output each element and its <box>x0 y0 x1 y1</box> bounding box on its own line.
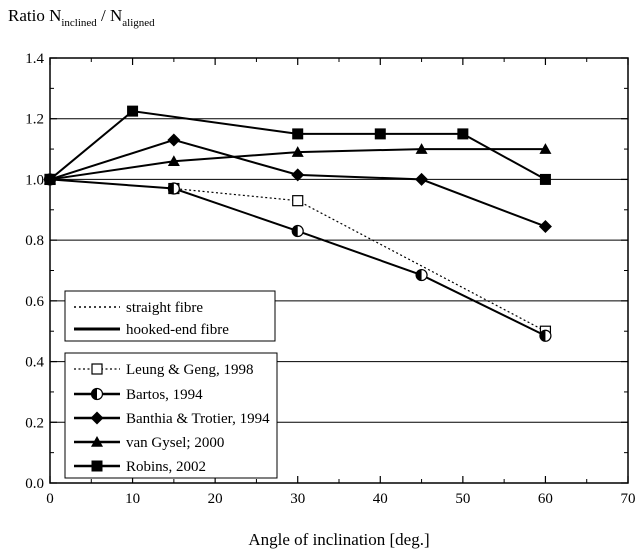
tick-labels: 0.0 0.2 0.4 0.6 0.8 1.0 1.2 1.4 0 10 20 30 40 50 60 70 <box>25 51 635 507</box>
x-axis-title: Angle of inclination [deg.] <box>248 530 429 549</box>
legend-marker-1 <box>90 387 104 401</box>
legend-label-banthia-trotier: Banthia & Trotier, 1994 <box>126 411 270 427</box>
data-point-s2-4 <box>538 219 552 233</box>
data-point-s1-1-fill <box>168 183 174 195</box>
data-point-s1-3 <box>415 268 428 282</box>
data-point-s1-4-fill <box>539 330 546 342</box>
y-tick-label-2: 0.4 <box>25 355 44 371</box>
legend-label-bartos: Bartos, 1994 <box>126 387 203 403</box>
y-tick-label-0: 0.0 <box>25 476 44 492</box>
y-axis-title-sub1: inclined <box>61 17 97 29</box>
series-legend: Leung & Geng, 1998 Bartos, 1994 Banthia … <box>64 352 278 479</box>
legend-marker-4 <box>91 460 103 472</box>
x-tick-label-5: 50 <box>455 491 470 507</box>
data-point-s2-2 <box>291 168 305 182</box>
y-axis-title: Ratio Ninclined / Naligned <box>8 6 155 29</box>
series-legend-entries <box>74 363 120 472</box>
legend-marker-2 <box>90 411 104 425</box>
data-point-s0-2 <box>292 195 304 207</box>
data-point-s3-2 <box>291 146 304 157</box>
data-point-s1-2 <box>291 224 304 238</box>
legend-hooked-end-fibre: hooked-end fibre <box>126 322 229 338</box>
y-tick-label-5: 1.0 <box>25 172 44 188</box>
data-point-s1-3-fill <box>416 269 422 281</box>
data-point-s3-4 <box>539 143 552 154</box>
data-point-s1-1 <box>167 182 180 195</box>
legend-marker-1-fill <box>91 388 97 400</box>
x-tick-label-3: 30 <box>290 491 305 507</box>
legend-marker-0 <box>91 363 103 375</box>
legend-straight-fibre: straight fibre <box>126 300 203 316</box>
x-tick-label-4: 40 <box>373 491 388 507</box>
y-tick-label-4: 0.8 <box>25 233 44 249</box>
data-point-s4-1 <box>127 105 139 117</box>
series-line-0 <box>49 178 546 332</box>
data-point-s1-4 <box>539 329 552 342</box>
data-point-s3-3 <box>415 143 428 154</box>
x-tick-label-1: 10 <box>125 491 140 507</box>
data-point-s4-4 <box>457 128 469 140</box>
series-line-4 <box>49 110 546 181</box>
y-tick-label-7: 1.4 <box>25 51 44 67</box>
data-point-s2-3 <box>415 172 429 186</box>
y-tick-label-3: 0.6 <box>25 294 44 310</box>
x-tick-label-0: 0 <box>46 491 54 507</box>
legend-label-leung-geng: Leung & Geng, 1998 <box>126 362 253 378</box>
legend-label-robins: Robins, 2002 <box>126 459 206 475</box>
y-tick-label-1: 0.2 <box>25 415 44 431</box>
data-point-s4-2 <box>292 128 304 140</box>
x-tick-label-2: 20 <box>208 491 223 507</box>
legend-marker-3 <box>91 436 103 447</box>
y-tick-label-6: 1.2 <box>25 112 44 128</box>
x-tick-label-7: 70 <box>621 491 635 507</box>
y-axis-title-sub2: aligned <box>122 17 155 29</box>
y-axis-title-main: Ratio N <box>8 6 61 25</box>
line-type-legend: straight fibre hooked-end fibre <box>64 290 276 342</box>
data-point-s1-2-fill <box>292 225 298 237</box>
y-axis-title-sep: / N <box>97 6 123 25</box>
x-tick-label-6: 60 <box>538 491 553 507</box>
axis-ticks <box>49 57 629 484</box>
data-point-s4-3 <box>374 128 386 140</box>
data-point-s4-5 <box>539 173 551 185</box>
legend-label-van-gysel: van Gysel; 2000 <box>126 435 224 451</box>
line-type-legend-box <box>64 290 276 342</box>
data-point-s2-1 <box>167 133 181 147</box>
data-point-s3-1 <box>167 155 180 167</box>
